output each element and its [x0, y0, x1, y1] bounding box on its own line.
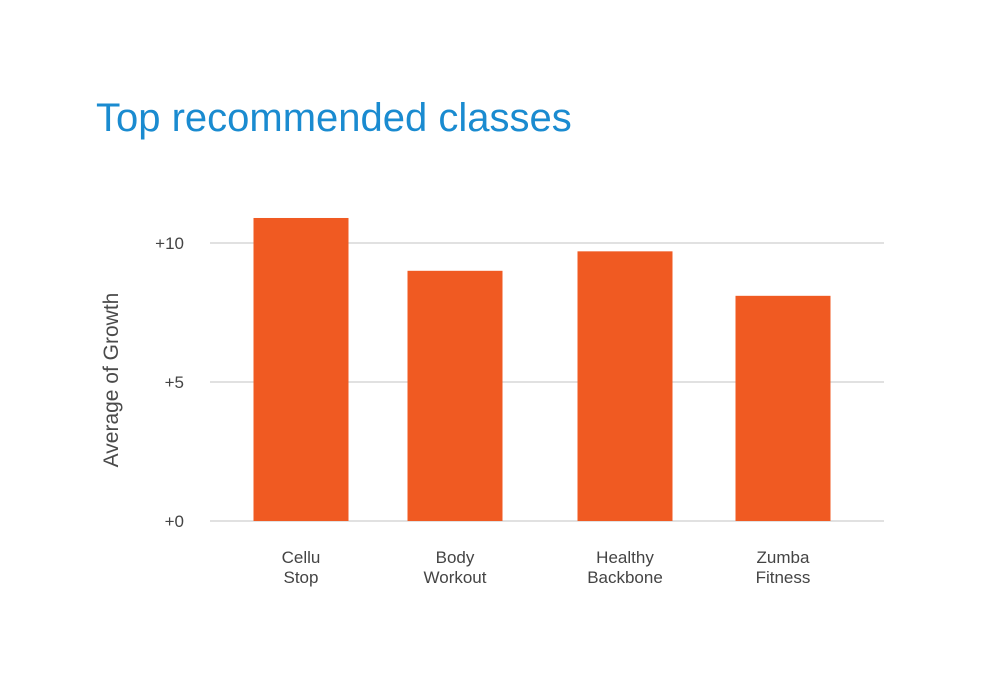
bar	[735, 295, 831, 521]
category-label: Body Workout	[424, 548, 487, 587]
y-tick-label: +10	[155, 234, 184, 253]
bar	[577, 251, 673, 521]
y-tick-label: +5	[165, 373, 184, 392]
bars	[253, 217, 831, 522]
category-label: Cellu Stop	[282, 548, 321, 587]
chart-title: Top recommended classes	[96, 96, 572, 140]
category-labels: Cellu Stop Body Workout Healthy Backbone Zumba…	[282, 548, 811, 587]
bar	[253, 217, 349, 522]
category-label: Zumba Fitness	[756, 548, 811, 587]
y-axis-title: Average of Growth	[100, 293, 123, 468]
y-tick-labels: +0 +5 +10	[155, 234, 184, 531]
bar	[407, 270, 503, 521]
y-tick-label: +0	[165, 512, 184, 531]
category-label: Healthy Backbone	[587, 548, 663, 587]
